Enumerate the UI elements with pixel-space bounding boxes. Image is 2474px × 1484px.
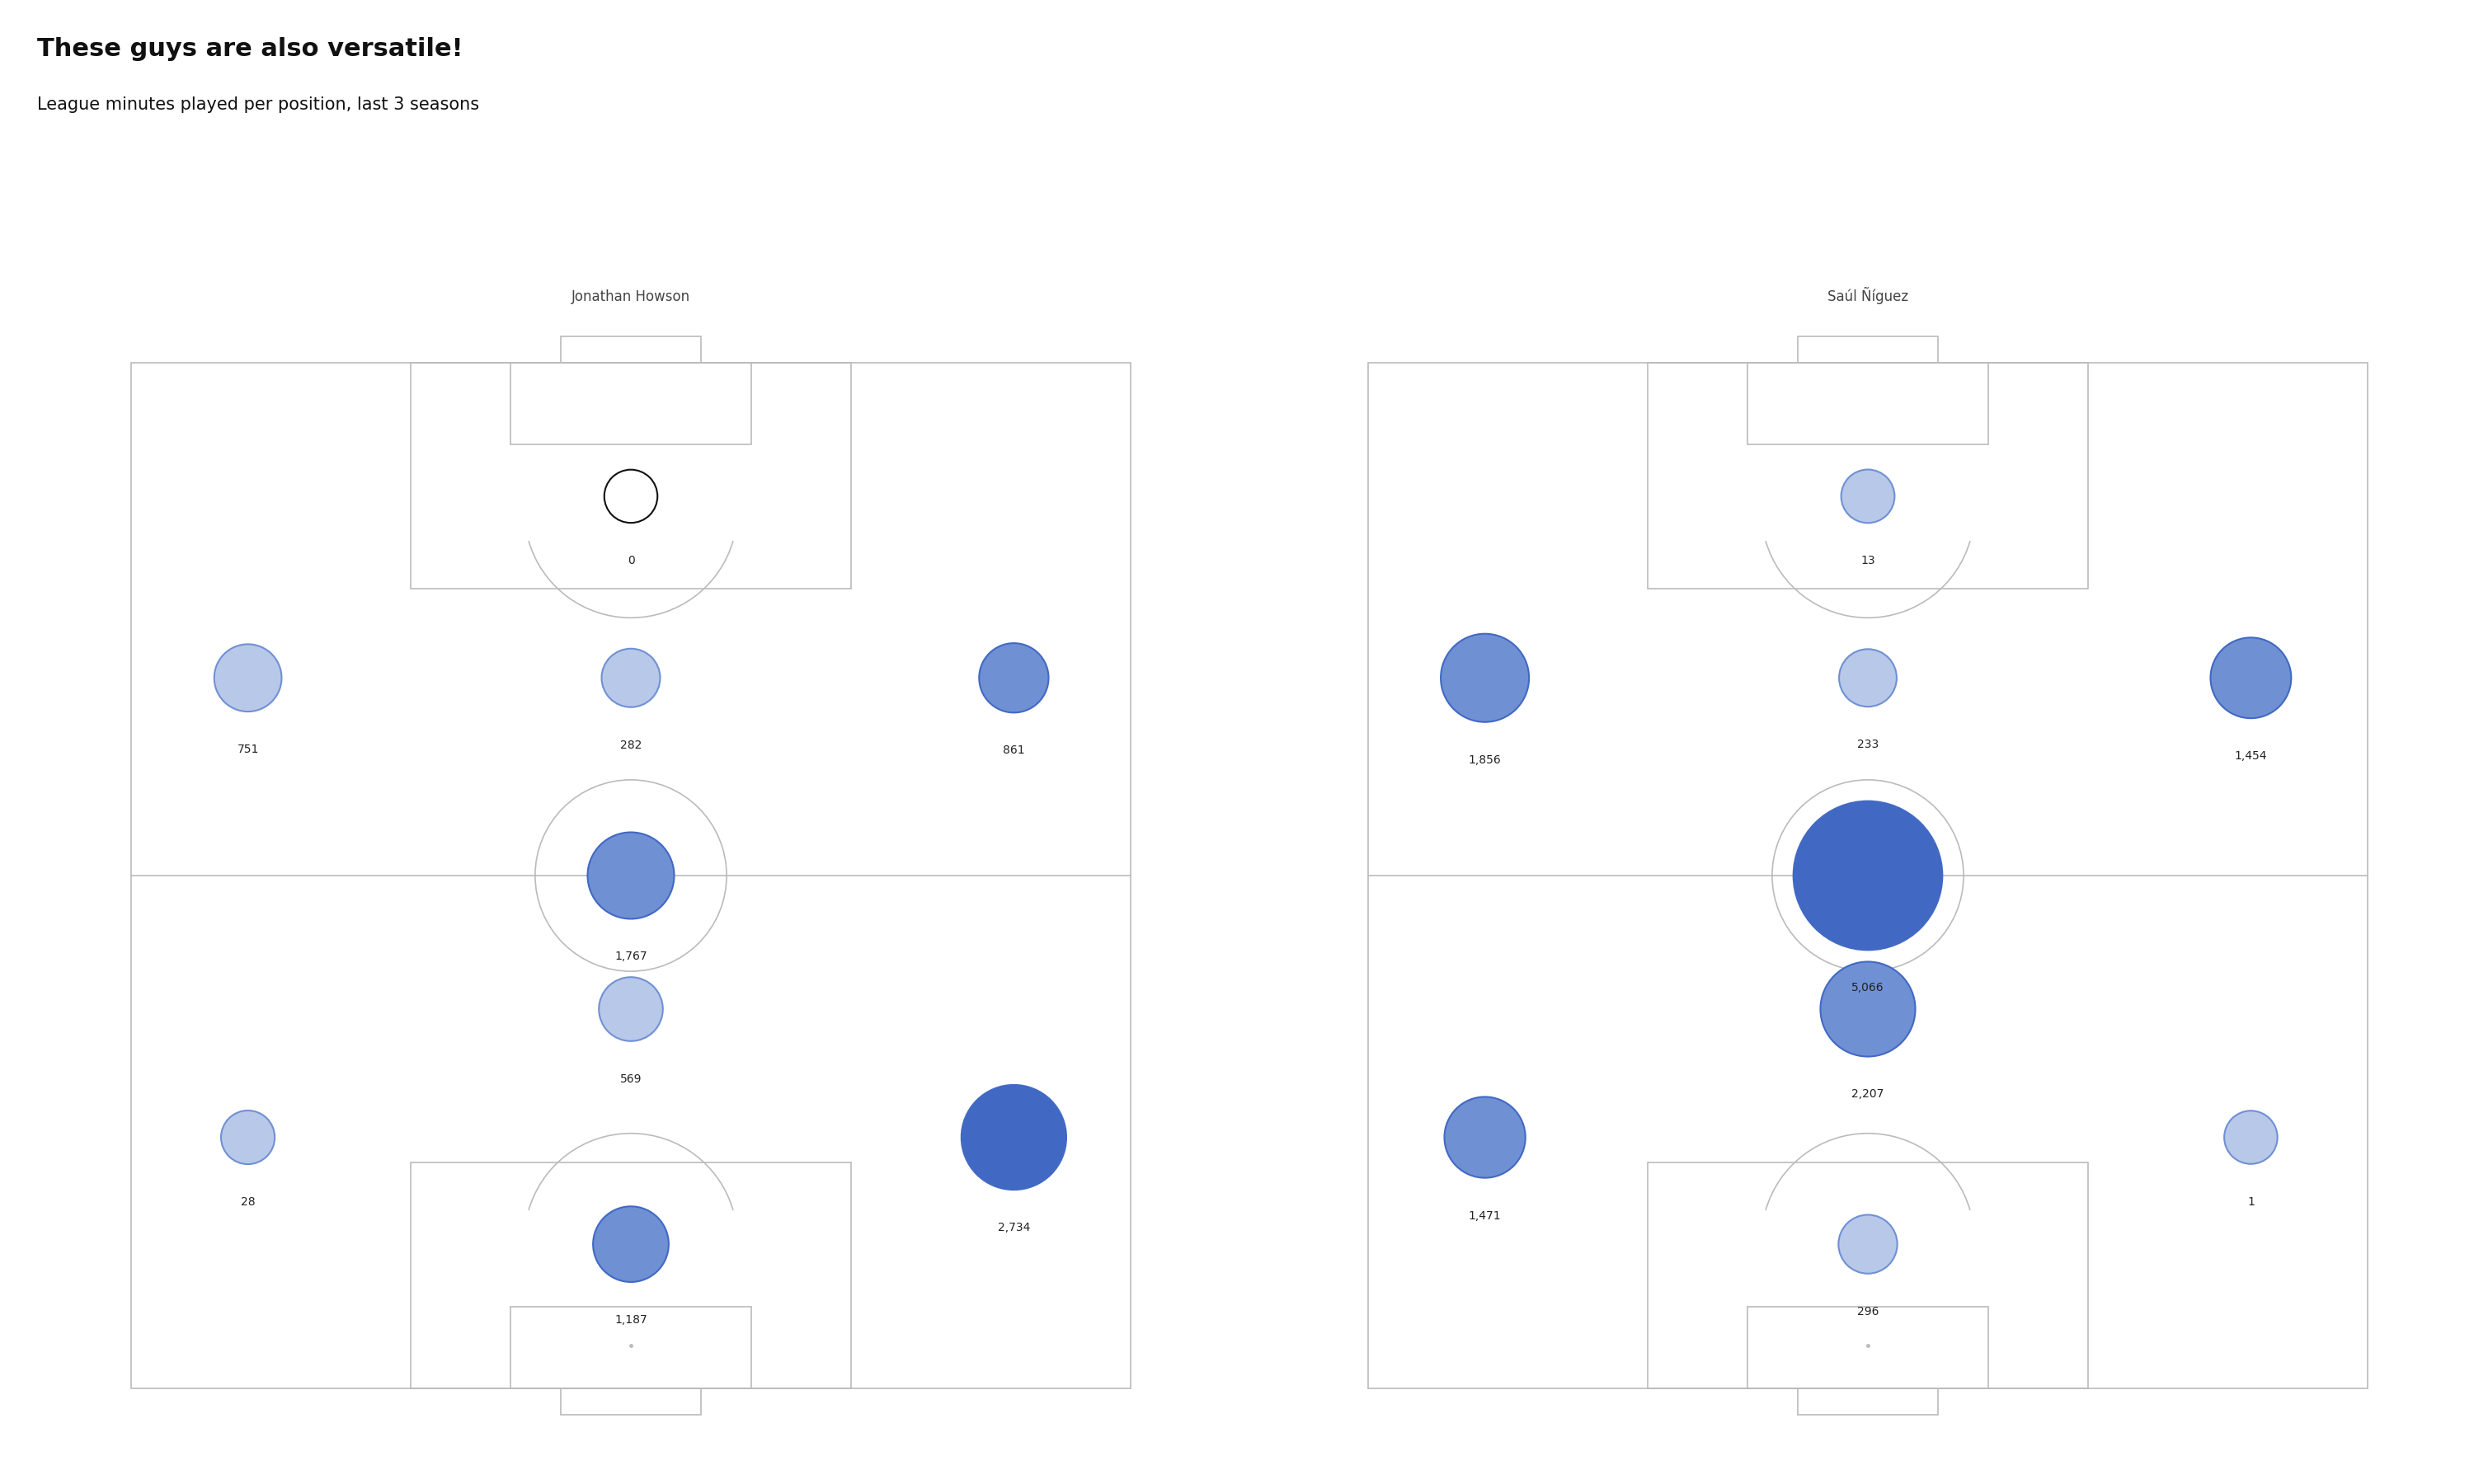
Bar (1648, 362, 2088, 588)
Text: 28: 28 (240, 1196, 255, 1208)
Ellipse shape (604, 469, 658, 522)
Bar (510, 362, 752, 445)
Bar (1799, 335, 1937, 362)
Text: 2,734: 2,734 (997, 1221, 1029, 1233)
Bar (510, 1306, 752, 1389)
Ellipse shape (980, 643, 1049, 712)
Text: 1,856: 1,856 (1470, 754, 1502, 766)
Text: Jonathan Howson: Jonathan Howson (571, 289, 690, 304)
Text: 282: 282 (621, 739, 641, 751)
Ellipse shape (215, 644, 282, 711)
Text: 751: 751 (238, 743, 260, 755)
Text: 1,187: 1,187 (614, 1313, 648, 1325)
Bar (1648, 1163, 2088, 1389)
Bar (1747, 1306, 1989, 1389)
Ellipse shape (1838, 649, 1898, 706)
Text: 13: 13 (1860, 555, 1875, 567)
Text: 1,767: 1,767 (614, 951, 648, 963)
Ellipse shape (1440, 634, 1529, 723)
Ellipse shape (594, 1206, 668, 1282)
Bar (562, 335, 700, 362)
Ellipse shape (1445, 1097, 1526, 1178)
Ellipse shape (962, 1085, 1066, 1190)
Bar (1747, 362, 1989, 445)
Ellipse shape (589, 833, 673, 919)
Ellipse shape (1841, 469, 1895, 522)
Bar (411, 1163, 851, 1389)
Text: 233: 233 (1858, 739, 1878, 751)
Text: League minutes played per position, last 3 seasons: League minutes played per position, last… (37, 96, 480, 113)
Text: These guys are also versatile!: These guys are also versatile! (37, 37, 463, 61)
Ellipse shape (220, 1110, 275, 1163)
Text: Saúl Ñíguez: Saúl Ñíguez (1828, 286, 1907, 304)
Text: 1,454: 1,454 (2234, 751, 2266, 761)
Ellipse shape (1838, 1215, 1898, 1273)
Bar (1799, 1389, 1937, 1416)
Text: 1: 1 (2246, 1196, 2254, 1208)
Text: 1,471: 1,471 (1470, 1209, 1502, 1221)
Bar (562, 1389, 700, 1416)
Ellipse shape (599, 976, 663, 1042)
Ellipse shape (2224, 1110, 2279, 1163)
Text: 569: 569 (621, 1073, 641, 1085)
Ellipse shape (1821, 962, 1915, 1057)
Text: 5,066: 5,066 (1851, 982, 1885, 994)
Text: 2,207: 2,207 (1851, 1089, 1885, 1100)
Bar (411, 362, 851, 588)
Ellipse shape (601, 649, 661, 708)
Text: 296: 296 (1858, 1306, 1878, 1318)
Ellipse shape (1794, 801, 1942, 950)
Text: 861: 861 (1002, 745, 1024, 757)
Ellipse shape (2209, 638, 2291, 718)
Text: 0: 0 (628, 555, 633, 567)
